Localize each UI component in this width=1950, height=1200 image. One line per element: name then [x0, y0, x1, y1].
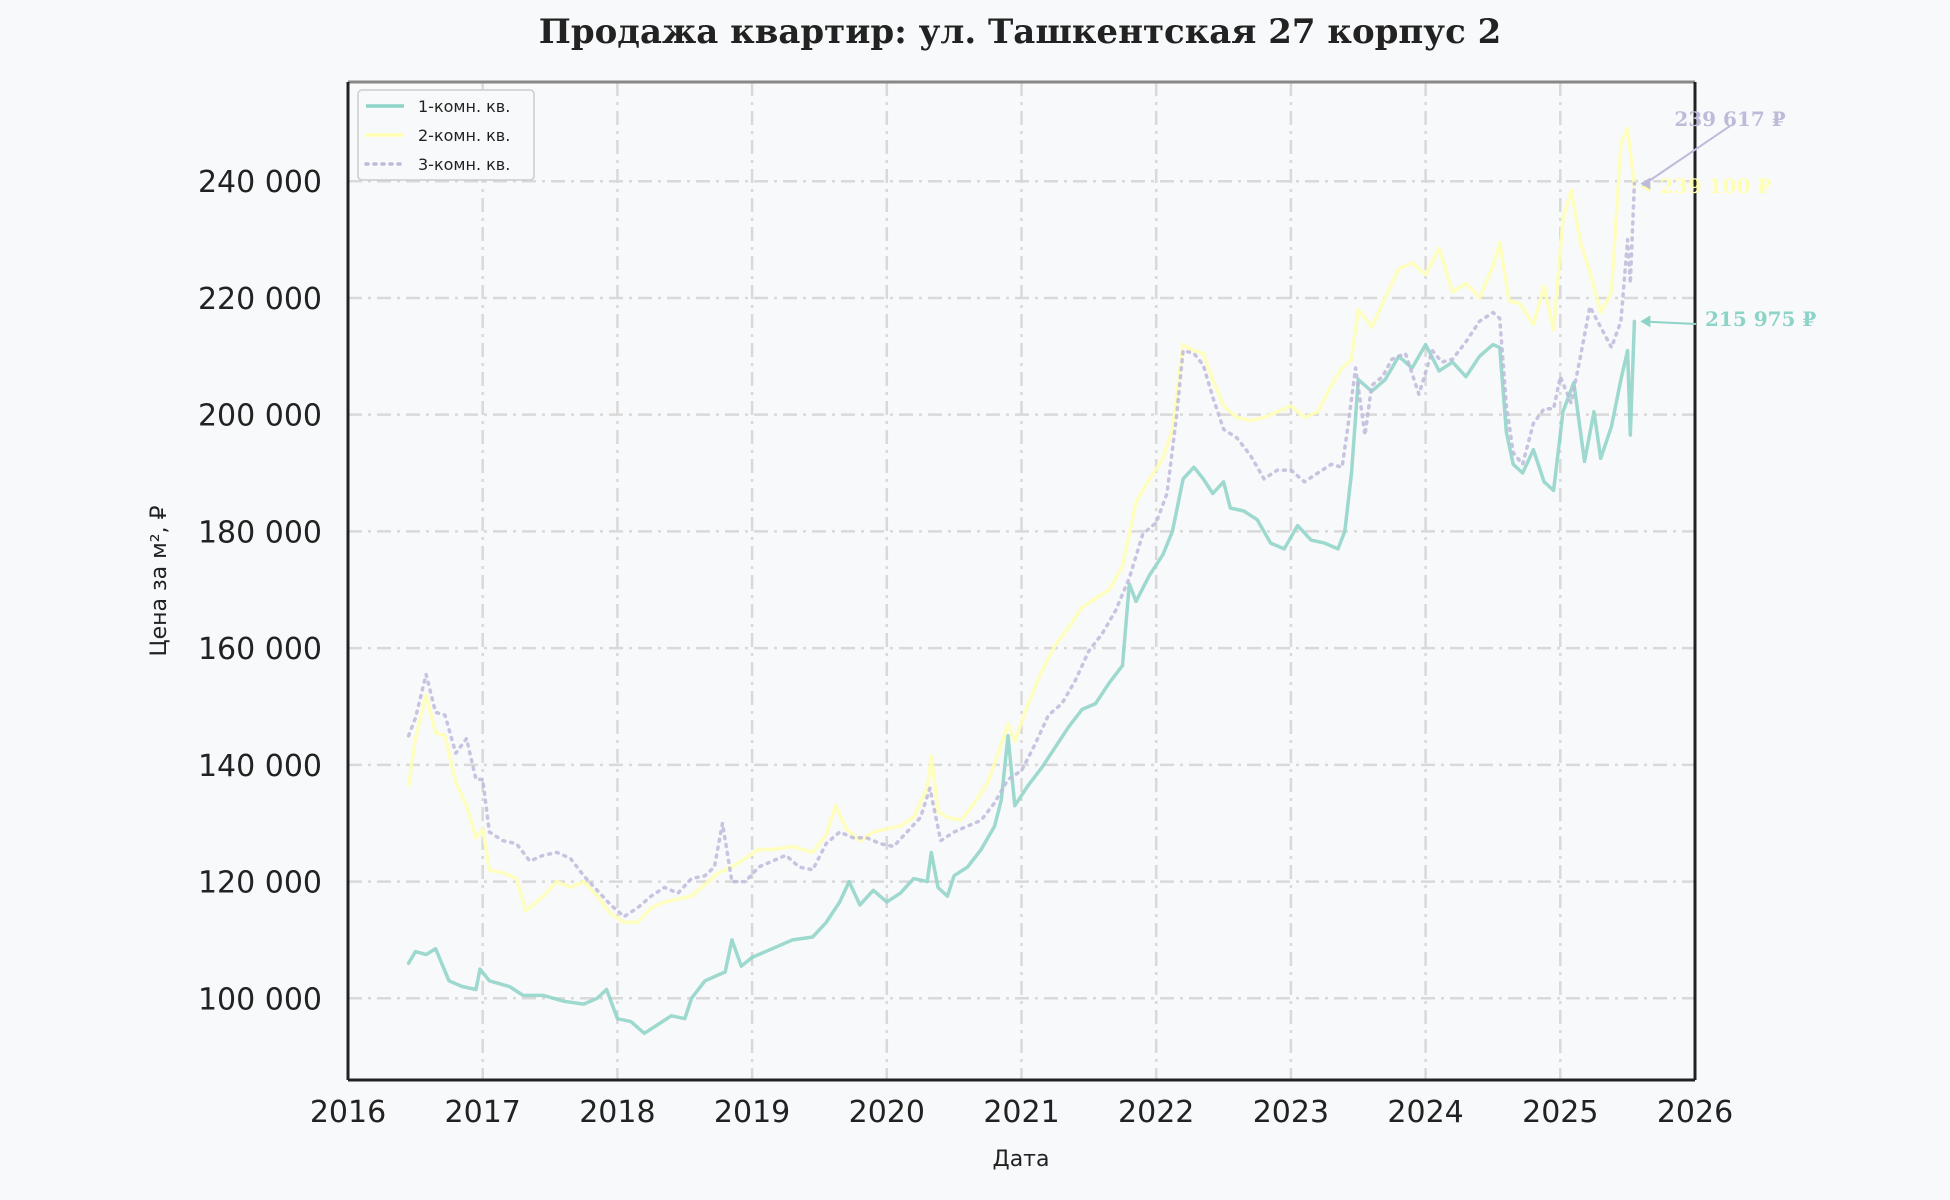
- series-line-2: [406, 126, 1637, 925]
- legend: 1-комн. кв. 2-комн. кв. 3-комн. кв.: [357, 89, 535, 181]
- x-tick-label: 2017: [445, 1095, 521, 1130]
- series-line-1: [406, 319, 1637, 1036]
- x-tick-label: 2020: [849, 1095, 925, 1130]
- y-tick-labels: 100 000 120 000 140 000 160 000 180 000 200 0…: [198, 165, 322, 1017]
- y-tick-label: 240 000: [198, 165, 322, 200]
- legend-box: [357, 89, 535, 181]
- y-tick-label: 180 000: [198, 515, 322, 550]
- y-tick-label: 220 000: [198, 282, 322, 317]
- x-tick-label: 2019: [714, 1095, 790, 1130]
- end-value-annotations: 215 975 ₽ 239 100 ₽ 239 617 ₽: [1640, 107, 1816, 331]
- y-tick-label: 200 000: [198, 399, 322, 434]
- y-tick-label: 140 000: [198, 749, 322, 784]
- annotation-arrow: [1642, 320, 1697, 325]
- x-tick-label: 2021: [983, 1095, 1059, 1130]
- legend-label: 2-комн. кв.: [418, 126, 510, 145]
- y-axis-label: Цена за м², ₽: [147, 505, 172, 656]
- x-axis-label: Дата: [993, 1147, 1050, 1172]
- x-tick-label: 2018: [579, 1095, 655, 1130]
- x-tick-label: 2016: [310, 1095, 386, 1130]
- x-tick-label: 2026: [1657, 1095, 1733, 1130]
- x-tick-label: 2022: [1118, 1095, 1194, 1130]
- series-lines: [406, 126, 1637, 1036]
- x-tick-label: 2023: [1253, 1095, 1329, 1130]
- chart-title: Продажа квартир: ул. Ташкентская 27 корп…: [539, 12, 1502, 52]
- x-tick-label: 2024: [1387, 1095, 1463, 1130]
- annotation-label: 239 617 ₽: [1674, 107, 1785, 131]
- y-tick-label: 160 000: [198, 632, 322, 667]
- x-tick-label: 2025: [1522, 1095, 1598, 1130]
- annotation-arrowhead: [1640, 315, 1651, 328]
- legend-label: 1-комн. кв.: [418, 97, 510, 116]
- y-tick-label: 100 000: [198, 982, 322, 1017]
- series-line-3: [406, 181, 1637, 919]
- annotation-arrow: [1641, 125, 1731, 187]
- annotation-label: 215 975 ₽: [1705, 307, 1816, 331]
- y-tick-label: 120 000: [198, 866, 322, 901]
- annotation-label: 239 100 ₽: [1660, 174, 1771, 198]
- x-tick-labels: 2016 2017 2018 2019 2020 2021 2022 2023 2024 2025…: [310, 1095, 1733, 1130]
- legend-label: 3-комн. кв.: [418, 155, 510, 174]
- annotation-arrowhead: [1640, 177, 1651, 190]
